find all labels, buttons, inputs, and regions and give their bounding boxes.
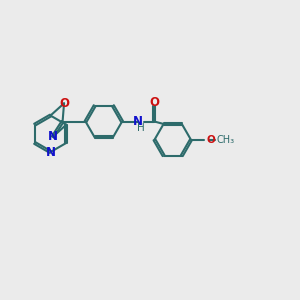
Text: N: N — [48, 130, 58, 143]
Text: O: O — [149, 96, 160, 109]
Text: N: N — [46, 146, 56, 159]
Text: N: N — [133, 115, 143, 128]
Text: CH₃: CH₃ — [217, 135, 235, 145]
Text: O: O — [59, 97, 69, 110]
Text: O: O — [206, 135, 215, 145]
Text: H: H — [137, 123, 145, 133]
